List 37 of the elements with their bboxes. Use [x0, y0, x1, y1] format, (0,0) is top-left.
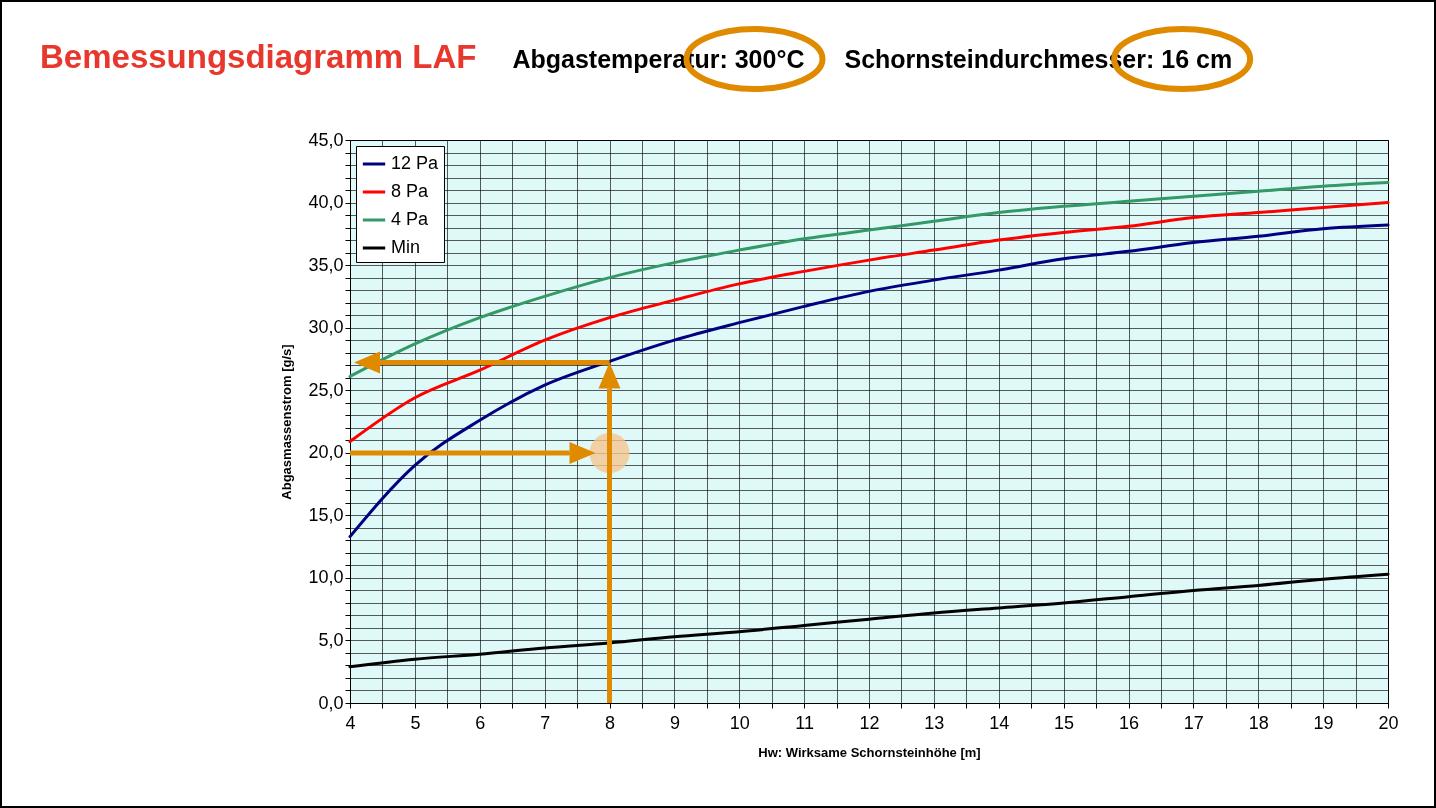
- y-tick-label: 35,0: [308, 254, 344, 275]
- x-tick-label: 20: [1378, 712, 1399, 733]
- legend-label: 12 Pa: [391, 153, 440, 173]
- y-tick-label: 30,0: [308, 317, 344, 338]
- x-tick-label: 11: [795, 712, 814, 733]
- line-series: [348, 223, 1390, 539]
- y-tick-label: 25,0: [308, 379, 344, 400]
- x-tick-label: 13: [924, 712, 945, 733]
- y-tick-label: 10,0: [308, 567, 344, 588]
- x-tick-label: 9: [669, 712, 680, 733]
- x-tick-label: 16: [1118, 712, 1140, 733]
- legend-label: 4 Pa: [391, 209, 430, 229]
- x-tick-label: 15: [1054, 712, 1075, 733]
- x-tick-label: 12: [859, 712, 880, 733]
- line-series: [348, 201, 1390, 444]
- y-tick-label: 15,0: [308, 504, 344, 525]
- x-tick-label: 18: [1248, 712, 1269, 733]
- legend-label: Min: [391, 237, 421, 257]
- y-axis-title: Abgasmassenstrom [g/s]: [279, 344, 295, 500]
- x-tick-label: 19: [1313, 712, 1334, 733]
- legend-label: 8 Pa: [391, 181, 430, 201]
- x-tick-label: 17: [1183, 712, 1204, 733]
- y-tick-label: 0,0: [318, 692, 344, 713]
- x-tick-label: 10: [729, 712, 750, 733]
- x-tick-label: 4: [345, 712, 356, 733]
- y-tick-label: 20,0: [308, 442, 344, 463]
- x-tick-label: 7: [540, 712, 551, 733]
- x-axis-title: Hw: Wirksame Schornsteinhöhe [m]: [758, 744, 981, 760]
- chart-title: Bemessungsdiagramm LAF: [40, 38, 477, 75]
- y-tick-label: 5,0: [318, 629, 344, 650]
- line-series: [348, 181, 1390, 378]
- x-tick-label: 5: [410, 712, 421, 733]
- x-tick-label: 6: [475, 712, 486, 733]
- y-tick-label: 40,0: [308, 192, 344, 213]
- y-tick-label: 45,0: [308, 129, 344, 150]
- x-tick-label: 8: [604, 712, 616, 733]
- x-tick-label: 14: [989, 712, 1010, 733]
